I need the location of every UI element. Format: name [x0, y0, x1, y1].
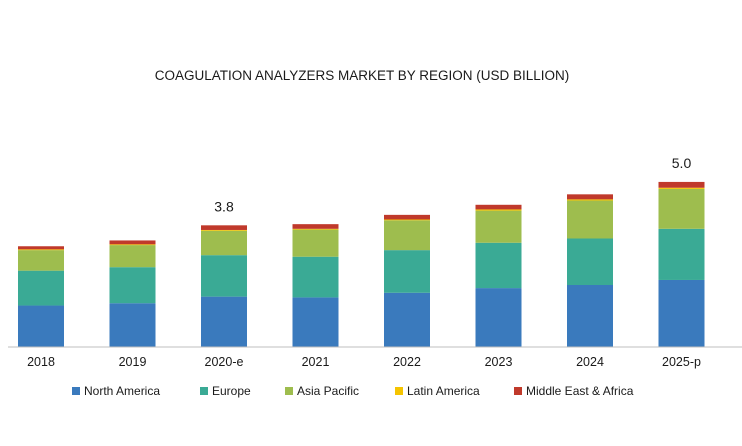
bar-middle-east-africa-2024	[567, 194, 613, 200]
legend-swatch-middle-east-africa	[514, 387, 522, 395]
legend-label-latin-america: Latin America	[407, 384, 480, 398]
bar-north-america-2025-p	[658, 279, 705, 347]
bar-asia-pacific-2025-p	[658, 188, 705, 229]
x-tick-label: 2019	[119, 355, 147, 369]
bar-latin-america-2022	[384, 219, 430, 221]
x-tick-label: 2018	[27, 355, 55, 369]
bar-latin-america-2020-e	[201, 229, 247, 231]
bar-north-america-2021	[292, 297, 339, 347]
x-tick-label: 2025-p	[662, 355, 701, 369]
legend-label-north-america: North America	[84, 384, 160, 398]
bar-latin-america-2021	[292, 228, 339, 230]
bar-north-america-2018	[18, 305, 64, 347]
legend-label-asia-pacific: Asia Pacific	[297, 384, 359, 398]
bar-middle-east-africa-2025-p	[658, 181, 705, 188]
bar-latin-america-2019	[109, 244, 156, 246]
x-tick-label: 2021	[302, 355, 330, 369]
legend-label-middle-east-africa: Middle East & Africa	[526, 384, 634, 398]
bar-europe-2020-e	[201, 255, 247, 297]
bar-middle-east-africa-2020-e	[201, 225, 247, 230]
x-tick-label: 2024	[576, 355, 604, 369]
bar-north-america-2020-e	[201, 296, 247, 348]
bar-europe-2023	[475, 242, 522, 289]
bar-middle-east-africa-2023	[475, 204, 522, 210]
legend-swatch-latin-america	[395, 387, 403, 395]
bar-latin-america-2018	[18, 249, 64, 251]
bar-north-america-2022	[384, 292, 430, 347]
bar-latin-america-2024	[567, 199, 613, 201]
data-label: 5.0	[672, 155, 692, 171]
bar-middle-east-africa-2018	[18, 246, 64, 250]
bar-north-america-2023	[475, 288, 522, 347]
bar-europe-2018	[18, 270, 64, 306]
legend-swatch-north-america	[72, 387, 80, 395]
legend-swatch-asia-pacific	[285, 387, 293, 395]
x-tick-labels: 2018 2019 2020-e 2021 2022 2023 2024 2025-p	[27, 355, 701, 369]
bar-latin-america-2023	[475, 209, 522, 211]
data-label: 3.8	[214, 198, 234, 214]
bar-north-america-2024	[567, 285, 613, 347]
legend: North America Europe Asia Pacific Latin Ame…	[72, 384, 634, 398]
bars-group	[18, 181, 705, 348]
bar-asia-pacific-2021	[292, 229, 339, 257]
bar-middle-east-africa-2021	[292, 224, 339, 229]
bar-asia-pacific-2020-e	[201, 230, 247, 256]
bar-north-america-2019	[109, 303, 156, 347]
bar-europe-2024	[567, 238, 613, 285]
bar-asia-pacific-2023	[475, 210, 522, 243]
legend-label-europe: Europe	[212, 384, 251, 398]
data-labels: 3.8 5.0	[214, 155, 691, 214]
bar-middle-east-africa-2019	[109, 240, 156, 245]
bar-asia-pacific-2019	[109, 245, 156, 268]
bar-asia-pacific-2024	[567, 200, 613, 239]
x-tick-label: 2022	[393, 355, 421, 369]
bar-asia-pacific-2018	[18, 250, 64, 271]
bar-europe-2025-p	[658, 228, 705, 280]
bar-europe-2021	[292, 256, 339, 298]
bar-asia-pacific-2022	[384, 220, 430, 251]
bar-europe-2019	[109, 267, 156, 304]
x-tick-label: 2023	[485, 355, 513, 369]
chart-title: COAGULATION ANALYZERS MARKET BY REGION (…	[155, 68, 570, 83]
bar-latin-america-2025-p	[658, 187, 705, 189]
bar-middle-east-africa-2022	[384, 214, 430, 220]
bar-europe-2022	[384, 250, 430, 293]
x-tick-label: 2020-e	[205, 355, 244, 369]
legend-swatch-europe	[200, 387, 208, 395]
